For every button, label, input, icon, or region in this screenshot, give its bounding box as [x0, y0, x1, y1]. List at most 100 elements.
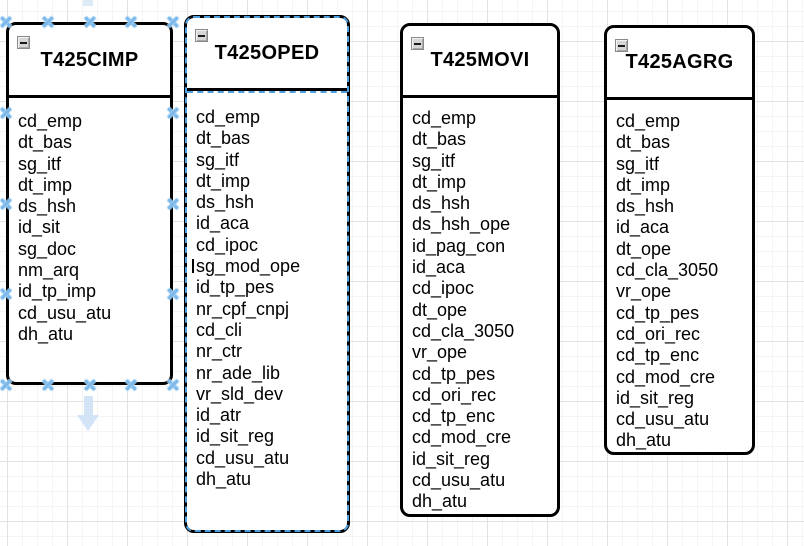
- field-row[interactable]: nr_ctr: [196, 341, 243, 362]
- field-row[interactable]: cd_usu_atu: [18, 302, 112, 323]
- field-row[interactable]: cd_cla_3050: [412, 320, 515, 341]
- collapse-minus-icon[interactable]: [17, 36, 30, 49]
- field-row[interactable]: dt_bas: [412, 129, 467, 150]
- field-row[interactable]: cd_ori_rec: [616, 323, 701, 344]
- field-row[interactable]: cd_emp: [196, 107, 261, 127]
- table-t425cimp[interactable]: T425CIMP cd_emp dt_bas sg_itf dt_imp ds_hsh i…: [6, 22, 173, 385]
- field-row[interactable]: ds_hsh: [412, 193, 471, 214]
- field-row[interactable]: dt_imp: [412, 171, 467, 192]
- field-row[interactable]: ds_hsh: [616, 196, 675, 217]
- field-row[interactable]: vr_sld_dev: [196, 383, 284, 404]
- field-row[interactable]: dt_bas: [18, 132, 73, 153]
- field-row[interactable]: cd_mod_cre: [412, 427, 512, 448]
- table-title: T425MOVI: [430, 49, 530, 71]
- selection-handle[interactable]: [1, 198, 12, 209]
- table-frame: T425CIMP cd_emp dt_bas sg_itf dt_imp ds_hsh i…: [6, 22, 173, 385]
- selection-handle[interactable]: [126, 380, 137, 391]
- field-row[interactable]: cd_ori_rec: [412, 384, 497, 405]
- field-row[interactable]: dh_atu: [616, 430, 672, 451]
- collapse-minus-icon[interactable]: [195, 29, 208, 42]
- field-row[interactable]: ds_hsh: [196, 192, 255, 213]
- field-row[interactable]: id_sit: [18, 217, 61, 238]
- field-row[interactable]: cd_usu_atu: [616, 409, 710, 430]
- field-row[interactable]: id_pag_con: [412, 235, 506, 256]
- field-row[interactable]: sg_mod_ope: [196, 256, 301, 277]
- field-row[interactable]: id_aca: [616, 217, 670, 238]
- field-row[interactable]: id_aca: [196, 213, 250, 234]
- field-row[interactable]: id_sit_reg: [616, 387, 695, 408]
- field-row[interactable]: cd_cli: [196, 319, 243, 340]
- field-row[interactable]: sg_itf: [412, 150, 456, 171]
- selection-handle[interactable]: [84, 380, 95, 391]
- field-row[interactable]: nr_cpf_cnpj: [196, 298, 290, 319]
- direction-arrow-down-icon[interactable]: [77, 396, 99, 431]
- field-row[interactable]: cd_emp: [18, 111, 83, 131]
- field-row[interactable]: ds_hsh_ope: [412, 214, 511, 235]
- field-row[interactable]: dt_imp: [196, 170, 251, 191]
- field-row[interactable]: dt_ope: [616, 238, 672, 259]
- field-row[interactable]: dh_atu: [412, 491, 468, 512]
- field-row[interactable]: cd_tp_enc: [616, 345, 700, 366]
- field-row[interactable]: cd_tp_pes: [412, 363, 496, 384]
- selection-handle[interactable]: [1, 380, 12, 391]
- selection-handle[interactable]: [168, 289, 179, 300]
- field-row[interactable]: cd_tp_pes: [616, 302, 700, 323]
- table-t425agrg[interactable]: T425AGRG cd_emp dt_bas sg_itf dt_imp ds_hsh i…: [604, 25, 755, 455]
- selection-handle[interactable]: [168, 17, 179, 28]
- table-title: T425OPED: [214, 41, 320, 64]
- field-row[interactable]: cd_tp_enc: [412, 406, 496, 427]
- field-row[interactable]: cd_cla_3050: [616, 260, 719, 281]
- field-row[interactable]: cd_ipoc: [412, 278, 475, 299]
- table-t425movi[interactable]: T425MOVI cd_emp dt_bas sg_itf dt_imp ds_hsh d…: [400, 23, 560, 517]
- field-row[interactable]: cd_ipoc: [196, 234, 259, 255]
- field-row[interactable]: sg_itf: [196, 149, 240, 170]
- selection-handle[interactable]: [84, 17, 95, 28]
- field-row[interactable]: dt_ope: [412, 299, 468, 320]
- text-caret: [192, 259, 194, 273]
- field-row[interactable]: cd_usu_atu: [196, 447, 290, 468]
- selection-handle[interactable]: [42, 17, 53, 28]
- field-row[interactable]: dt_bas: [616, 132, 671, 153]
- field-row[interactable]: dh_atu: [18, 323, 74, 344]
- field-row[interactable]: cd_usu_atu: [412, 470, 506, 491]
- selection-handle[interactable]: [1, 289, 12, 300]
- field-row[interactable]: sg_itf: [18, 153, 62, 174]
- table-header: T425CIMP: [9, 25, 170, 98]
- field-row[interactable]: dt_bas: [196, 128, 251, 149]
- selection-handle[interactable]: [1, 107, 12, 118]
- field-list: cd_emp dt_bas sg_itf dt_imp ds_hsh id_aca dt_o…: [607, 100, 752, 452]
- field-row[interactable]: vr_ope: [412, 342, 468, 363]
- field-row[interactable]: nr_ade_lib: [196, 362, 281, 383]
- field-row[interactable]: vr_ope: [616, 281, 672, 302]
- field-row[interactable]: id_sit_reg: [196, 426, 275, 447]
- collapse-minus-icon[interactable]: [615, 39, 628, 52]
- field-row[interactable]: id_sit_reg: [412, 448, 491, 469]
- selection-handle[interactable]: [168, 107, 179, 118]
- field-row[interactable]: id_atr: [196, 405, 242, 426]
- selection-handle[interactable]: [42, 380, 53, 391]
- field-row[interactable]: sg_itf: [616, 153, 660, 174]
- field-row[interactable]: id_tp_imp: [18, 281, 97, 302]
- direction-arrow-up-icon[interactable]: [83, 0, 93, 6]
- field-row[interactable]: ds_hsh: [18, 196, 77, 217]
- field-row[interactable]: dh_atu: [196, 469, 252, 490]
- field-row[interactable]: dt_imp: [18, 174, 73, 195]
- field-row[interactable]: cd_mod_cre: [616, 366, 716, 387]
- table-frame: T425AGRG cd_emp dt_bas sg_itf dt_imp ds_hsh i…: [604, 25, 755, 455]
- table-t425oped[interactable]: T425OPED cd_emp dt_bas sg_itf dt_imp ds_hsh i…: [184, 15, 350, 533]
- collapse-minus-icon[interactable]: [411, 37, 424, 50]
- selection-handle[interactable]: [1, 17, 12, 28]
- field-row[interactable]: id_tp_pes: [196, 277, 275, 298]
- field-row[interactable]: cd_emp: [412, 108, 477, 128]
- field-row[interactable]: cd_emp: [616, 111, 681, 131]
- selection-handle[interactable]: [168, 380, 179, 391]
- field-list: cd_emp dt_bas sg_itf dt_imp ds_hsh id_aca cd_i…: [187, 91, 347, 530]
- selection-handle[interactable]: [126, 17, 137, 28]
- field-row[interactable]: nm_arq: [18, 260, 80, 281]
- field-row[interactable]: sg_doc: [18, 238, 77, 259]
- table-frame: T425MOVI cd_emp dt_bas sg_itf dt_imp ds_hsh d…: [400, 23, 560, 517]
- selection-handle[interactable]: [168, 198, 179, 209]
- field-row[interactable]: id_aca: [412, 257, 466, 278]
- field-row[interactable]: dt_imp: [616, 174, 671, 195]
